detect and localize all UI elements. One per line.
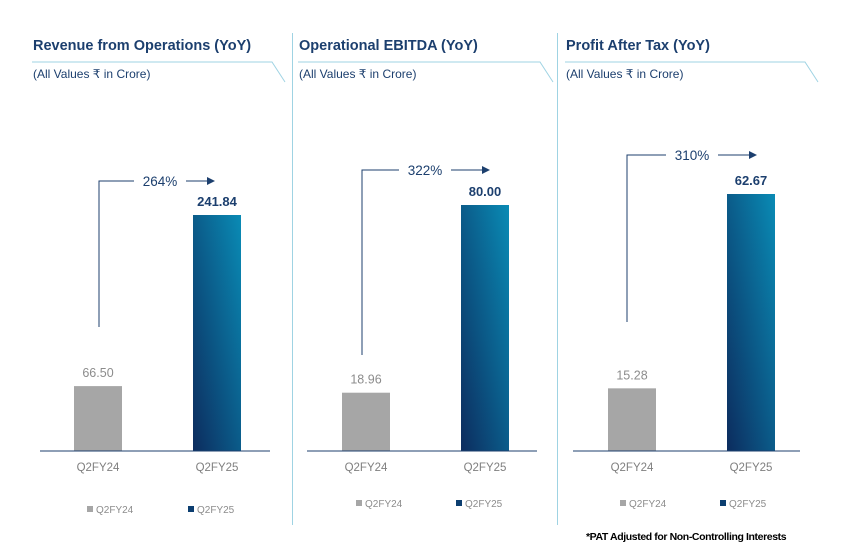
value-label-pat-q2fy24: 15.28	[616, 368, 647, 382]
chart-subtitle-ebitda: (All Values ₹ in Crore)	[299, 67, 417, 81]
growth-connector-pat	[626, 154, 666, 322]
legend-swatch-pat	[720, 500, 726, 506]
growth-connector-revenue	[98, 180, 134, 327]
x-tick-label-pat: Q2FY24	[611, 462, 654, 474]
legend-label-pat: Q2FY25	[729, 499, 767, 510]
bar-pat-q2fy25	[727, 194, 775, 451]
legend-swatch-revenue	[87, 506, 93, 512]
x-tick-label-revenue: Q2FY24	[77, 462, 120, 474]
arrow-right-icon	[207, 177, 215, 185]
legend-label-revenue: Q2FY25	[197, 505, 235, 516]
bar-revenue-q2fy24	[74, 386, 122, 451]
legend-swatch-ebitda	[456, 500, 462, 506]
bar-ebitda-q2fy24	[342, 392, 390, 451]
bar-revenue-q2fy25	[193, 215, 241, 451]
chart-title-ebitda: Operational EBITDA (YoY)	[299, 38, 478, 54]
legend-label-ebitda: Q2FY24	[365, 499, 403, 510]
chart-subtitle-pat: (All Values ₹ in Crore)	[566, 67, 684, 81]
value-label-revenue-q2fy24: 66.50	[82, 366, 113, 380]
bar-pat-q2fy24	[608, 388, 656, 451]
value-label-ebitda-q2fy25: 80.00	[469, 184, 502, 199]
growth-label-ebitda: 322%	[408, 163, 443, 178]
footnote: *PAT Adjusted for Non-Controlling Intere…	[586, 531, 787, 543]
title-underline-pat	[565, 61, 819, 83]
legend-swatch-revenue	[188, 506, 194, 512]
title-underline-ebitda	[298, 61, 554, 83]
chart-title-revenue: Revenue from Operations (YoY)	[33, 38, 252, 54]
chart-subtitle-revenue: (All Values ₹ in Crore)	[33, 67, 151, 81]
x-tick-label-revenue: Q2FY25	[196, 462, 239, 474]
value-label-revenue-q2fy25: 241.84	[197, 194, 238, 209]
growth-label-pat: 310%	[675, 148, 710, 163]
value-label-ebitda-q2fy24: 18.96	[350, 373, 381, 387]
chart-title-pat: Profit After Tax (YoY)	[566, 38, 710, 54]
legend-label-pat: Q2FY24	[629, 499, 667, 510]
arrow-right-icon	[749, 151, 757, 159]
legend-swatch-pat	[620, 500, 626, 506]
x-tick-label-ebitda: Q2FY25	[464, 462, 507, 474]
legend-label-revenue: Q2FY24	[96, 505, 134, 516]
growth-label-revenue: 264%	[143, 174, 178, 189]
title-underline-revenue	[32, 61, 286, 83]
legend-label-ebitda: Q2FY25	[465, 499, 503, 510]
arrow-right-icon	[482, 166, 490, 174]
value-label-pat-q2fy25: 62.67	[735, 173, 768, 188]
bar-ebitda-q2fy25	[461, 205, 509, 451]
panel-separator	[292, 33, 293, 525]
legend-swatch-ebitda	[356, 500, 362, 506]
growth-connector-ebitda	[361, 169, 399, 355]
panel-separator	[557, 33, 558, 525]
x-tick-label-pat: Q2FY25	[730, 462, 773, 474]
x-tick-label-ebitda: Q2FY24	[345, 462, 388, 474]
